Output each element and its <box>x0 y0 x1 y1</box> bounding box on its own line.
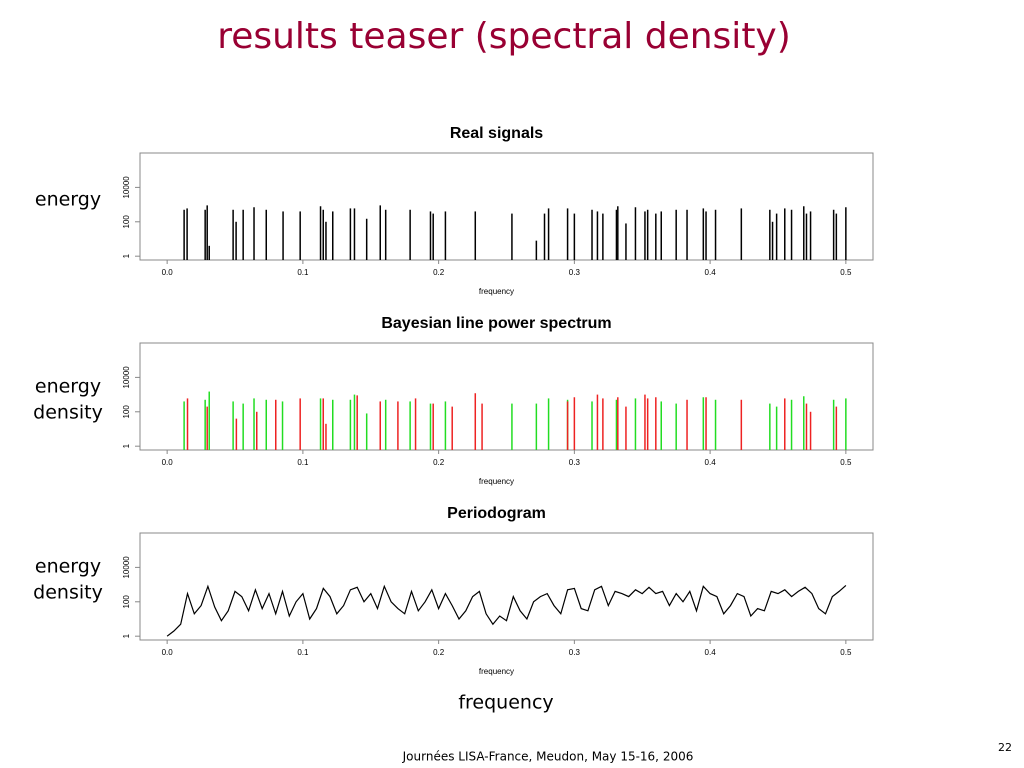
x-tick-label: 0.4 <box>705 648 717 657</box>
page-number: 22 <box>998 741 1012 754</box>
side-label: energy <box>35 376 101 398</box>
x-tick-label: 0.4 <box>705 268 717 277</box>
y-tick-label: 100 <box>122 405 131 419</box>
x-axis-label: frequency <box>479 667 514 676</box>
y-tick-label: 1 <box>122 443 131 448</box>
footer: Journées LISA-France, Meudon, May 15-16,… <box>402 750 694 764</box>
y-tick-label: 1 <box>122 633 131 638</box>
slide-title: results teaser (spectral density) <box>217 16 791 57</box>
chart-title: Real signals <box>450 125 543 142</box>
x-tick-label: 0.5 <box>840 648 852 657</box>
x-tick-label: 0.5 <box>840 268 852 277</box>
x-tick-label: 0.1 <box>297 268 309 277</box>
y-tick-label: 10000 <box>122 556 131 579</box>
y-tick-label: 1 <box>122 253 131 258</box>
plot-frame <box>139 532 874 641</box>
x-tick-label: 0.5 <box>840 458 852 467</box>
x-tick-label: 0.0 <box>162 458 174 467</box>
x-tick-label: 0.3 <box>569 458 581 467</box>
chart-title: Periodogram <box>447 505 546 522</box>
x-tick-label: 0.2 <box>433 648 445 657</box>
y-tick-label: 100 <box>122 595 131 609</box>
y-tick-label: 10000 <box>122 176 131 199</box>
side-label: density <box>33 582 103 604</box>
x-tick-label: 0.3 <box>569 268 581 277</box>
plot-frame <box>139 342 874 451</box>
y-tick-label: 100 <box>122 215 131 229</box>
x-axis-label: frequency <box>479 477 514 486</box>
x-tick-label: 0.2 <box>433 458 445 467</box>
chart-title: Bayesian line power spectrum <box>381 315 611 332</box>
y-tick-label: 10000 <box>122 366 131 389</box>
side-label: energy <box>35 189 101 211</box>
periodogram-line <box>166 584 847 637</box>
x-tick-label: 0.1 <box>297 458 309 467</box>
x-tick-label: 0.0 <box>162 268 174 277</box>
side-label: density <box>33 402 103 424</box>
x-tick-label: 0.0 <box>162 648 174 657</box>
x-tick-label: 0.3 <box>569 648 581 657</box>
x-tick-label: 0.2 <box>433 268 445 277</box>
x-tick-label: 0.1 <box>297 648 309 657</box>
bottom-label: frequency <box>458 692 553 714</box>
x-tick-label: 0.4 <box>705 458 717 467</box>
plot-frame <box>139 152 874 261</box>
x-axis-label: frequency <box>479 287 514 296</box>
side-label: energy <box>35 556 101 578</box>
